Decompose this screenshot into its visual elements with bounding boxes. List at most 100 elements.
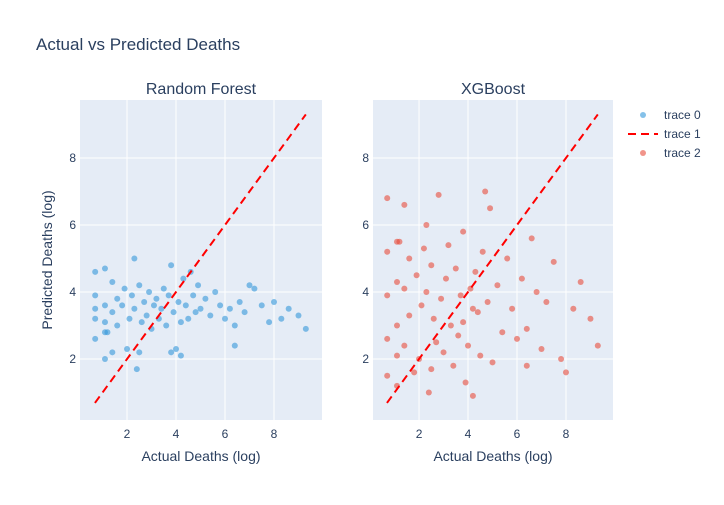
point bbox=[251, 285, 258, 292]
point bbox=[472, 268, 479, 275]
point bbox=[258, 302, 265, 309]
point bbox=[163, 322, 170, 329]
point bbox=[173, 345, 180, 352]
point bbox=[124, 345, 131, 352]
point bbox=[226, 305, 233, 312]
point bbox=[413, 272, 420, 279]
point bbox=[469, 392, 476, 399]
point bbox=[433, 339, 440, 346]
point bbox=[212, 289, 219, 295]
point bbox=[202, 295, 209, 302]
point bbox=[420, 245, 427, 252]
x-tick-label: 8 bbox=[271, 427, 278, 441]
point bbox=[114, 295, 121, 302]
plot-area bbox=[80, 100, 322, 420]
legend-symbol bbox=[640, 112, 646, 118]
point bbox=[241, 309, 248, 316]
point bbox=[528, 235, 535, 242]
point bbox=[246, 282, 253, 289]
point bbox=[170, 309, 177, 316]
point bbox=[143, 312, 150, 319]
point bbox=[109, 309, 116, 316]
legend-label: trace 2 bbox=[664, 146, 701, 160]
point bbox=[266, 319, 273, 326]
y-axis-label: Predicted Deaths (log) bbox=[39, 190, 55, 329]
y-tick-label: 6 bbox=[69, 218, 76, 232]
point bbox=[394, 352, 400, 359]
point bbox=[411, 369, 418, 376]
point bbox=[195, 282, 202, 289]
point bbox=[428, 366, 435, 373]
point bbox=[101, 356, 108, 363]
point bbox=[231, 322, 238, 329]
point bbox=[445, 242, 452, 249]
point bbox=[523, 325, 530, 332]
point bbox=[533, 289, 540, 295]
x-tick-label: 2 bbox=[124, 427, 131, 441]
point bbox=[460, 319, 467, 326]
point bbox=[479, 248, 486, 255]
subplot-title: XGBoost bbox=[461, 81, 526, 98]
point bbox=[109, 278, 116, 285]
point bbox=[462, 379, 469, 386]
x-tick-label: 6 bbox=[222, 427, 229, 441]
point bbox=[594, 342, 601, 349]
point bbox=[160, 285, 167, 292]
point bbox=[190, 292, 197, 299]
point bbox=[401, 201, 408, 208]
point bbox=[295, 312, 302, 319]
point bbox=[430, 315, 437, 322]
x-tick-label: 6 bbox=[514, 427, 521, 441]
point bbox=[126, 315, 133, 322]
point bbox=[285, 305, 292, 312]
point bbox=[101, 265, 108, 272]
point bbox=[543, 299, 550, 306]
point bbox=[101, 319, 108, 326]
point bbox=[499, 329, 506, 336]
point bbox=[109, 349, 116, 356]
point bbox=[92, 335, 99, 342]
point bbox=[447, 322, 454, 329]
point bbox=[177, 319, 184, 326]
y-tick-label: 8 bbox=[362, 151, 369, 165]
point bbox=[101, 302, 108, 309]
point bbox=[452, 265, 459, 272]
point bbox=[428, 262, 435, 269]
point bbox=[406, 312, 413, 319]
point bbox=[394, 322, 400, 329]
point bbox=[180, 275, 187, 282]
point bbox=[396, 238, 403, 245]
point bbox=[469, 305, 476, 312]
point bbox=[92, 268, 99, 275]
legend-label: trace 1 bbox=[664, 127, 701, 141]
point bbox=[394, 278, 400, 285]
point bbox=[484, 299, 491, 306]
point bbox=[168, 262, 175, 269]
point bbox=[177, 352, 184, 359]
point bbox=[136, 282, 143, 289]
y-tick-label: 2 bbox=[69, 352, 76, 366]
x-tick-label: 4 bbox=[173, 427, 180, 441]
x-tick-label: 8 bbox=[563, 427, 570, 441]
point bbox=[523, 362, 530, 369]
point bbox=[455, 332, 462, 339]
legend-symbol bbox=[640, 150, 646, 156]
point bbox=[141, 299, 148, 306]
y-tick-label: 8 bbox=[69, 151, 76, 165]
point bbox=[302, 325, 309, 332]
point bbox=[131, 255, 138, 262]
y-tick-label: 4 bbox=[362, 285, 369, 299]
point bbox=[384, 292, 391, 299]
point bbox=[128, 292, 135, 299]
point bbox=[442, 275, 449, 282]
legend-label: trace 0 bbox=[664, 108, 701, 122]
point bbox=[192, 309, 199, 316]
point bbox=[114, 322, 121, 329]
point bbox=[425, 389, 432, 396]
point bbox=[278, 315, 285, 322]
point bbox=[538, 345, 545, 352]
point bbox=[504, 255, 511, 262]
x-tick-label: 4 bbox=[465, 427, 472, 441]
point bbox=[131, 305, 138, 312]
